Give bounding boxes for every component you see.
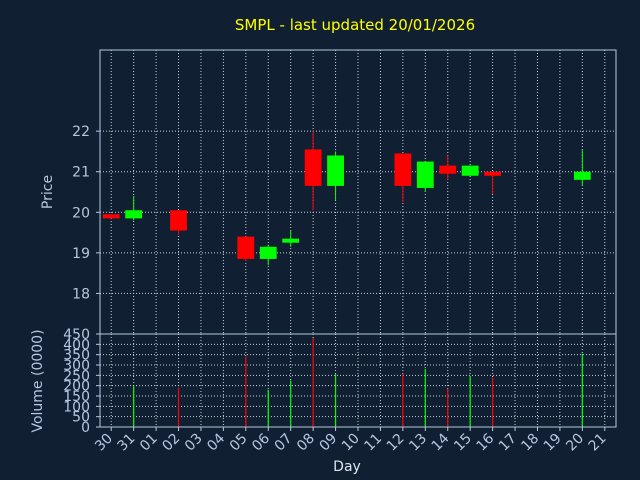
x-tick-label: 10 bbox=[339, 431, 363, 455]
candle-body bbox=[304, 149, 322, 186]
candle-body bbox=[416, 161, 434, 188]
volume-tick-label: 150 bbox=[63, 389, 90, 405]
candle-body bbox=[237, 236, 255, 259]
candle-body bbox=[125, 210, 143, 219]
x-tick-label: 30 bbox=[92, 431, 116, 455]
candle-body bbox=[573, 171, 591, 180]
volume-axis-label: Volume (0000) bbox=[30, 329, 46, 432]
candle-body bbox=[259, 246, 277, 259]
x-tick-label: 17 bbox=[496, 431, 520, 455]
price-tick-label: 21 bbox=[72, 165, 90, 181]
volume-tick-label: 450 bbox=[63, 327, 90, 343]
candle-body bbox=[461, 165, 479, 176]
chart-title: SMPL - last updated 20/01/2026 bbox=[235, 16, 475, 34]
x-tick-label: 13 bbox=[406, 431, 430, 455]
x-tick-label: 18 bbox=[518, 431, 542, 455]
volume-tick-label: 300 bbox=[63, 358, 90, 374]
candle-body bbox=[170, 210, 187, 231]
x-tick-label: 15 bbox=[451, 431, 475, 455]
x-tick-label: 31 bbox=[115, 431, 139, 455]
volume-tick-label: 50 bbox=[72, 410, 90, 426]
x-tick-label: 16 bbox=[474, 430, 498, 454]
price-axis-label: Price bbox=[40, 175, 56, 209]
x-tick-label: 01 bbox=[137, 431, 161, 455]
x-tick-label: 11 bbox=[361, 431, 385, 455]
x-tick-label: 02 bbox=[159, 431, 183, 455]
volume-tick-label: 250 bbox=[63, 368, 90, 384]
volume-tick-label: 0 bbox=[81, 420, 90, 436]
volume-tick-label: 100 bbox=[63, 399, 90, 415]
candle-body bbox=[484, 171, 502, 176]
price-tick-label: 22 bbox=[72, 124, 90, 140]
price-tick-label: 18 bbox=[72, 286, 90, 302]
x-tick-label: 09 bbox=[316, 431, 340, 455]
x-tick-label: 08 bbox=[294, 431, 318, 455]
x-tick-label: 04 bbox=[204, 430, 228, 454]
x-tick-label: 07 bbox=[272, 431, 296, 455]
price-tick-label: 19 bbox=[72, 246, 90, 262]
x-tick-label: 06 bbox=[249, 430, 273, 454]
price-tick-label: 20 bbox=[72, 205, 90, 221]
volume-tick-label: 400 bbox=[63, 337, 90, 353]
candle-body bbox=[439, 165, 457, 174]
x-axis-label: Day bbox=[333, 459, 361, 475]
candle-body bbox=[102, 214, 120, 219]
volume-frame bbox=[99, 333, 617, 428]
price-panel: 18 19 20 21 22 bbox=[72, 49, 617, 335]
x-tick-label: 21 bbox=[586, 431, 610, 455]
candle-body bbox=[282, 238, 300, 243]
candle-body bbox=[327, 155, 344, 186]
volume-panel: 0501001502002503003504004503031010203040… bbox=[63, 327, 617, 455]
volume-tick-label: 200 bbox=[63, 379, 90, 395]
x-tick-label: 03 bbox=[182, 431, 206, 455]
x-tick-label: 19 bbox=[541, 431, 565, 455]
volume-tick-label: 350 bbox=[63, 348, 90, 364]
x-tick-label: 05 bbox=[227, 431, 251, 455]
x-tick-label: 14 bbox=[429, 430, 453, 454]
candle-body bbox=[394, 153, 412, 186]
x-tick-label: 12 bbox=[384, 431, 408, 455]
x-tick-label: 20 bbox=[563, 431, 587, 455]
